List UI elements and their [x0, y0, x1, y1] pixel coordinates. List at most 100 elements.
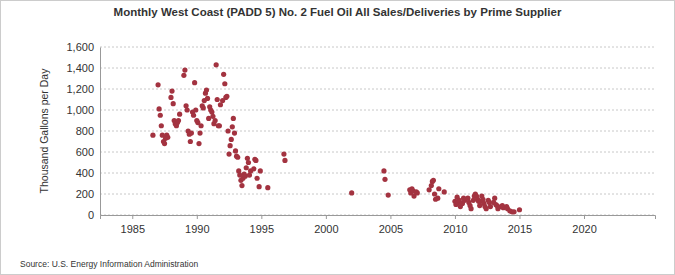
point	[281, 152, 286, 157]
point	[488, 204, 493, 209]
grid-line	[100, 152, 655, 153]
point	[192, 80, 197, 85]
x-tick-mark	[261, 215, 262, 219]
x-tick: 2010	[443, 215, 467, 235]
point	[176, 118, 181, 123]
point	[386, 192, 391, 197]
point	[382, 177, 387, 182]
point	[349, 190, 354, 195]
x-tick: 1990	[185, 215, 209, 235]
point	[217, 123, 222, 128]
y-tick: 200	[76, 188, 100, 200]
point	[168, 95, 173, 100]
point	[157, 106, 162, 111]
point	[201, 105, 206, 110]
x-tick-label: 1990	[185, 223, 209, 235]
grid-line	[100, 173, 655, 174]
source: Source: U.S. Energy Information Administ…	[20, 259, 198, 269]
y-tick-label: 1,600	[66, 41, 94, 53]
point	[225, 128, 230, 133]
title: Monthly West Coast (PADD 5) No. 2 Fuel O…	[114, 6, 562, 18]
point	[158, 113, 163, 118]
x-tick-mark	[455, 215, 456, 219]
grid-line	[100, 89, 655, 90]
point	[257, 184, 262, 189]
x-tick-mark	[132, 215, 133, 219]
x-tick-mark	[390, 215, 391, 219]
point	[415, 190, 420, 195]
point	[235, 155, 240, 160]
x-tick: 2015	[508, 215, 532, 235]
x-tick: 2000	[314, 215, 338, 235]
x-tick-label: 1995	[250, 223, 274, 235]
point	[239, 183, 244, 188]
x-tick-mark	[197, 215, 198, 219]
point	[196, 141, 201, 146]
y-tick: 600	[76, 146, 100, 158]
point	[246, 160, 251, 165]
point	[150, 133, 155, 138]
point	[435, 196, 440, 201]
point	[517, 207, 522, 212]
x-tick: 1985	[121, 215, 145, 235]
points	[150, 62, 522, 214]
y-axis-title: Thousand Gallons per Day	[38, 68, 50, 194]
point	[193, 107, 198, 112]
plot: 0 200 400 600 800 1,000 1,200 1,400 1,600 1985 199…	[66, 41, 655, 235]
point	[185, 107, 190, 112]
background	[1, 1, 675, 275]
y-tick-label: 0	[88, 209, 94, 221]
point	[159, 123, 164, 128]
point	[253, 158, 258, 163]
point	[254, 176, 259, 181]
point	[265, 185, 270, 190]
chart: 0 200 400 600 800 1,000 1,200 1,400 1,600 1985 199…	[0, 0, 675, 275]
y-tick: 400	[76, 167, 100, 179]
point	[205, 96, 210, 101]
point	[191, 113, 196, 118]
point	[436, 186, 441, 191]
y-tick-label: 1,400	[66, 62, 94, 74]
point	[197, 131, 202, 136]
point	[511, 209, 516, 214]
grid-line	[100, 110, 655, 111]
y-axis: 0 200 400 600 800 1,000 1,200 1,400 1,600	[66, 41, 100, 221]
grid-line	[100, 194, 655, 195]
x-tick-mark	[584, 215, 585, 219]
point	[182, 68, 187, 73]
y-tick-label: 200	[76, 188, 94, 200]
grid-line	[100, 131, 655, 132]
point	[213, 118, 218, 123]
point	[181, 73, 186, 78]
y-tick-label: 600	[76, 146, 94, 158]
point	[229, 137, 234, 142]
point	[492, 196, 497, 201]
point	[233, 148, 238, 153]
x-axis: 1985 1990 1995 2000 2005 2010 2015 2020	[101, 215, 656, 235]
y-tick-label: 1,200	[66, 83, 94, 95]
x-tick-label: 2010	[443, 223, 467, 235]
point	[442, 189, 447, 194]
point	[165, 135, 170, 140]
x-tick-label: 2015	[508, 223, 532, 235]
point	[214, 62, 219, 67]
y-tick-label: 1,000	[66, 104, 94, 116]
y-tick-label: 400	[76, 167, 94, 179]
point	[162, 141, 167, 146]
grid-line	[100, 47, 655, 48]
y-axis-line	[100, 48, 101, 216]
point	[231, 116, 236, 121]
point	[169, 89, 174, 94]
point	[224, 94, 229, 99]
x-tick-label: 2020	[572, 223, 596, 235]
point	[258, 168, 263, 173]
y-tick: 0	[88, 209, 100, 221]
point	[226, 152, 231, 157]
x-axis-line	[101, 216, 656, 220]
y-tick: 800	[76, 125, 100, 137]
point	[244, 165, 249, 170]
point	[468, 206, 473, 211]
grid	[100, 47, 655, 215]
x-tick-label: 2005	[379, 223, 403, 235]
point	[198, 123, 203, 128]
